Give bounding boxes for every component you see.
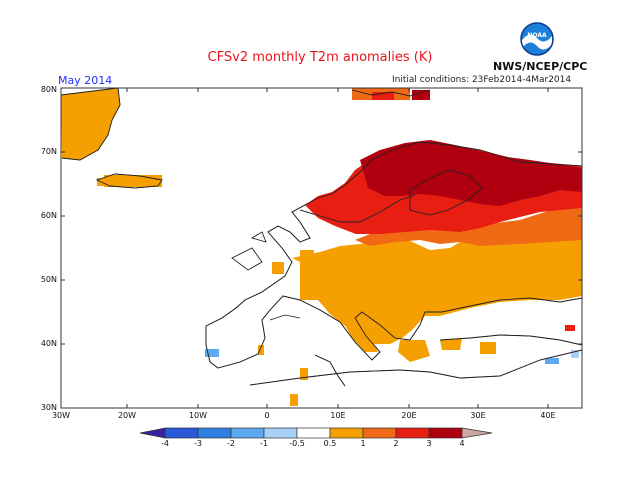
tick-label-lat: 60N [41, 211, 57, 220]
colorbar-label: 2 [393, 439, 398, 448]
colorbar-label: 4 [459, 439, 464, 448]
latitude-axis: 30N 40N 50N 60N 70N 80N [41, 85, 57, 412]
tick-label-lat: 40N [41, 339, 57, 348]
longitude-ticks [126, 88, 549, 408]
colorbar [139, 427, 493, 439]
tick-label-lat: 30N [41, 403, 57, 412]
chart-title: CFSv2 monthly T2m anomalies (K) [207, 50, 433, 65]
tick-label-lon: 20W [118, 411, 136, 420]
colorbar-swatch [296, 427, 331, 439]
longitude-axis: 30W 20W 10W 0 10E 20E 30E 40E [52, 411, 556, 420]
noaa-logo-icon: NOAA [520, 22, 554, 56]
tick-label-lon: 10W [189, 411, 207, 420]
colorbar-label: 3 [426, 439, 431, 448]
colorbar-swatch [329, 427, 364, 439]
tick-label-lon: 10E [330, 411, 345, 420]
tick-label-lon: 0 [264, 411, 269, 420]
tick-label-lat: 80N [41, 85, 57, 94]
tick-label-lon: 20E [401, 411, 416, 420]
tick-label-lat: 50N [41, 275, 57, 284]
colorbar-swatch [139, 427, 166, 439]
tick-label-lon: 30W [52, 411, 70, 420]
plot-frame [60, 87, 583, 409]
forecast-month: May 2014 [58, 74, 113, 87]
colorbar-label: -4 [161, 439, 169, 448]
coastlines [61, 88, 582, 387]
colorbar-labels: -4 -3 -2 -1 -0.5 0.5 1 2 3 4 [161, 439, 465, 448]
colorbar-swatch [164, 427, 199, 439]
latitude-ticks [61, 151, 582, 345]
colorbar-swatch [263, 427, 298, 439]
colorbar-label: 1 [360, 439, 365, 448]
colorbar-swatch [230, 427, 265, 439]
tick-label-lon: 30E [470, 411, 485, 420]
anomaly-cells [61, 88, 582, 406]
agency-label: NWS/NCEP/CPC [493, 60, 588, 73]
colorbar-label: -1 [260, 439, 268, 448]
colorbar-swatch [395, 427, 430, 439]
colorbar-label: -0.5 [289, 439, 305, 448]
tick-label-lon: 40E [540, 411, 555, 420]
colorbar-label: -2 [227, 439, 235, 448]
initial-conditions: Initial conditions: 23Feb2014-4Mar2014 [392, 75, 572, 85]
colorbar-swatch [428, 427, 463, 439]
colorbar-swatch [461, 427, 493, 439]
colorbar-label: 0.5 [324, 439, 337, 448]
colorbar-label: -3 [194, 439, 202, 448]
colorbar-swatch [362, 427, 397, 439]
colorbar-swatch [197, 427, 232, 439]
svg-text:NOAA: NOAA [527, 32, 547, 39]
tick-label-lat: 70N [41, 147, 57, 156]
